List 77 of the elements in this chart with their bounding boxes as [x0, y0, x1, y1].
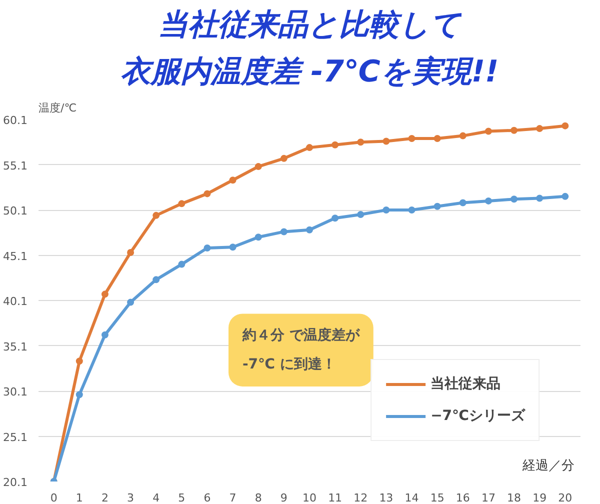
point [254, 163, 262, 170]
point [127, 298, 134, 306]
point [280, 228, 288, 236]
point [484, 128, 492, 135]
x-tick-label: 0 [50, 492, 58, 504]
point [76, 358, 83, 365]
x-tick-label: 9 [280, 492, 288, 504]
x-tick-label: 17 [481, 492, 496, 504]
x-tick-label: 11 [328, 492, 342, 504]
x-axis-title: 経過／分 [522, 458, 574, 474]
x-tick-label: 13 [379, 492, 394, 504]
point [306, 144, 313, 152]
y-tick-label: 25.1 [3, 430, 28, 444]
x-tick-label: 18 [507, 492, 522, 504]
point [357, 138, 364, 146]
y-tick-label: 30.1 [3, 386, 28, 398]
x-tick-label: 5 [178, 492, 186, 504]
point [306, 226, 313, 234]
x-tick-label: 4 [152, 492, 160, 504]
point [127, 249, 134, 256]
point [76, 391, 83, 398]
x-tick-label: 16 [456, 492, 470, 504]
x-tick-label: 14 [404, 492, 419, 504]
y-tick-label: 40.1 [3, 295, 28, 308]
annotation: 約４分 で温度差が -7℃ に到達！ [242, 326, 360, 372]
x-tick-label: 20 [558, 492, 572, 504]
x-tick-label: 8 [254, 492, 262, 504]
point [408, 135, 416, 142]
legend-label: 当社従来品 [430, 375, 501, 393]
point [204, 190, 211, 198]
chart-title: 当社従来品と比較して [158, 8, 462, 42]
point [382, 138, 390, 145]
point [204, 244, 211, 252]
x-tick-label: 1 [76, 492, 83, 504]
y-tick-label: 35.1 [3, 340, 28, 354]
x-tick-label: 15 [430, 492, 444, 504]
point [254, 234, 262, 241]
x-tick-label: 7 [229, 492, 236, 504]
point [332, 214, 339, 222]
legend-label: −7℃シリーズ [430, 407, 525, 425]
point [178, 200, 186, 208]
x-tick-label: 19 [532, 492, 547, 504]
point [510, 126, 518, 134]
x-tick-label: 6 [204, 492, 211, 504]
point [459, 199, 466, 206]
point [280, 154, 288, 162]
y-axis-title: 温度/℃ [38, 102, 77, 114]
point [408, 206, 416, 214]
point [357, 211, 364, 218]
point [536, 125, 544, 132]
point [332, 141, 339, 148]
point [178, 260, 186, 268]
chart-subtitle: 衣服内温度差 -7℃を実現!! [120, 54, 499, 90]
point [459, 132, 466, 140]
point [101, 290, 108, 298]
point [562, 192, 569, 200]
point [562, 122, 569, 130]
point [101, 331, 108, 338]
point [382, 206, 390, 214]
point [152, 212, 160, 219]
x-tick-label: 2 [101, 492, 108, 504]
point [434, 202, 441, 210]
x-tick-label: 3 [127, 492, 134, 504]
point [484, 197, 492, 204]
point [229, 244, 236, 251]
y-tick-label: 50.1 [3, 204, 28, 218]
y-tick-label: 45.1 [3, 250, 28, 263]
x-tick-label: 12 [354, 492, 368, 504]
y-tick-label: 55.1 [3, 159, 28, 172]
point [536, 194, 544, 202]
point [434, 135, 441, 142]
x-tick-label: 10 [302, 492, 316, 504]
point [152, 276, 160, 284]
point [510, 196, 518, 203]
point [229, 176, 236, 184]
y-tick-label: 20.1 [3, 476, 28, 489]
y-tick-label: 60.1 [3, 114, 28, 127]
